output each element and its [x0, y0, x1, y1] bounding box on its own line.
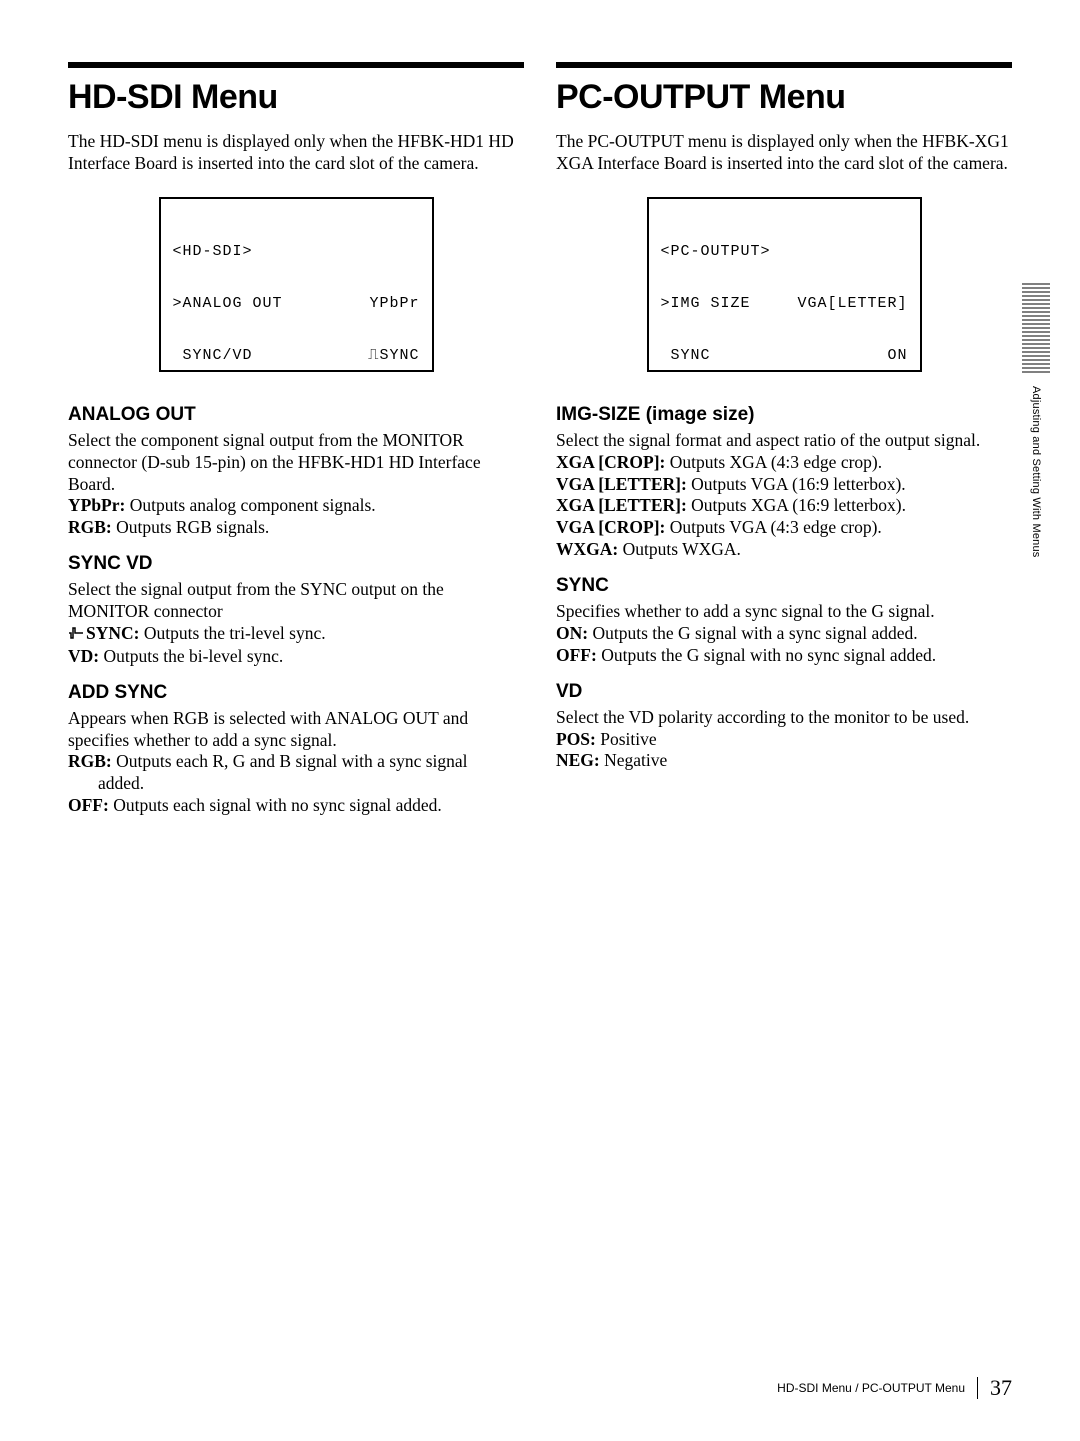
opt-text: Outputs RGB signals. [112, 517, 270, 537]
opt-label: YPbPr: [68, 495, 125, 515]
hd-sdi-title: HD-SDI Menu [68, 78, 524, 117]
pc-output-intro: The PC-OUTPUT menu is displayed only whe… [556, 131, 1012, 175]
lcd-header: <HD-SDI> [173, 243, 420, 260]
opt-label: WXGA: [556, 539, 618, 559]
opt-text-cont: added. [68, 773, 144, 793]
opt-label: XGA [LETTER]: [556, 495, 687, 515]
opt-text: Outputs analog component signals. [125, 495, 375, 515]
opt-label: SYNC: [86, 623, 139, 643]
lcd-header: <PC-OUTPUT> [661, 243, 908, 260]
tri-level-sync-icon [68, 624, 84, 646]
analog-out-body: Select the component signal output from … [68, 430, 524, 539]
opt-label: POS: [556, 729, 596, 749]
opt-text: Outputs VGA (16:9 letterbox). [687, 474, 906, 494]
opt-text: Positive [596, 729, 657, 749]
opt-text: Outputs XGA (4:3 edge crop). [665, 452, 882, 472]
param-lead: Select the VD polarity according to the … [556, 707, 969, 727]
opt-text: Outputs XGA (16:9 letterbox). [687, 495, 906, 515]
add-sync-heading: ADD SYNC [68, 682, 524, 704]
lcd-value: YPbPr [369, 295, 419, 312]
sync-vd-body: Select the signal output from the SYNC o… [68, 579, 524, 668]
opt-label: VGA [CROP]: [556, 517, 665, 537]
lcd-label: SYNC [661, 347, 711, 364]
sync-vd-heading: SYNC VD [68, 553, 524, 575]
pc-output-title: PC-OUTPUT Menu [556, 78, 1012, 117]
img-size-body: Select the signal format and aspect rati… [556, 430, 1012, 561]
opt-label: RGB: [68, 751, 112, 771]
opt-text: Outputs the bi-level sync. [99, 646, 283, 666]
footer-divider [977, 1377, 978, 1399]
opt-label: ON: [556, 623, 588, 643]
two-column-layout: HD-SDI Menu The HD-SDI menu is displayed… [68, 62, 1012, 817]
right-column: PC-OUTPUT Menu The PC-OUTPUT menu is dis… [556, 62, 1012, 817]
param-lead: Select the signal output from the SYNC o… [68, 579, 444, 621]
footer-title: HD-SDI Menu / PC-OUTPUT Menu [777, 1381, 965, 1395]
lcd-row: SYNC ON [661, 347, 908, 364]
sync-body: Specifies whether to add a sync signal t… [556, 601, 1012, 667]
tab-hatch-icon [1022, 280, 1050, 376]
img-size-heading: IMG-SIZE (image size) [556, 404, 1012, 426]
opt-label: RGB: [68, 517, 112, 537]
opt-text: Outputs each signal with no sync signal … [109, 795, 442, 815]
opt-text: Outputs the G signal with a sync signal … [588, 623, 918, 643]
lcd-value: ON [887, 347, 907, 364]
lcd-row: SYNC/VD ⎍SYNC [173, 347, 420, 364]
opt-text: Negative [600, 750, 668, 770]
vd-body: Select the VD polarity according to the … [556, 707, 1012, 773]
left-column: HD-SDI Menu The HD-SDI menu is displayed… [68, 62, 524, 817]
add-sync-body: Appears when RGB is selected with ANALOG… [68, 708, 524, 817]
chapter-tab-label: Adjusting and Setting With Menus [1030, 386, 1042, 558]
opt-label: VD: [68, 646, 99, 666]
lcd-label: >ANALOG OUT [173, 295, 283, 312]
lcd-row: >ANALOG OUT YPbPr [173, 295, 420, 312]
opt-label: OFF: [68, 795, 109, 815]
opt-label: XGA [CROP]: [556, 452, 665, 472]
opt-label: NEG: [556, 750, 600, 770]
lcd-value: ⎍SYNC [368, 347, 420, 364]
page-footer: HD-SDI Menu / PC-OUTPUT Menu 37 [777, 1375, 1012, 1401]
opt-text: Outputs the G signal with no sync signal… [597, 645, 936, 665]
param-lead: Specifies whether to add a sync signal t… [556, 601, 935, 621]
section-rule [68, 62, 524, 68]
chapter-tab: Adjusting and Setting With Menus [1016, 280, 1056, 558]
param-lead: Select the signal format and aspect rati… [556, 430, 980, 450]
analog-out-heading: ANALOG OUT [68, 404, 524, 426]
hd-sdi-intro: The HD-SDI menu is displayed only when t… [68, 131, 524, 175]
param-lead: Appears when RGB is selected with ANALOG… [68, 708, 468, 750]
lcd-label: SYNC/VD [173, 347, 253, 364]
vd-heading: VD [556, 681, 1012, 703]
lcd-value: VGA[LETTER] [797, 295, 907, 312]
hd-sdi-lcd: <HD-SDI> >ANALOG OUT YPbPr SYNC/VD ⎍SYNC [159, 197, 434, 372]
section-rule [556, 62, 1012, 68]
opt-text: Outputs WXGA. [618, 539, 741, 559]
page-number: 37 [990, 1375, 1012, 1401]
opt-text: Outputs VGA (4:3 edge crop). [665, 517, 881, 537]
opt-label: VGA [LETTER]: [556, 474, 687, 494]
sync-heading: SYNC [556, 575, 1012, 597]
opt-label: OFF: [556, 645, 597, 665]
lcd-label: >IMG SIZE [661, 295, 751, 312]
param-lead: Select the component signal output from … [68, 430, 481, 494]
lcd-row: >IMG SIZE VGA[LETTER] [661, 295, 908, 312]
opt-text: Outputs the tri-level sync. [139, 623, 325, 643]
opt-text: Outputs each R, G and B signal with a sy… [112, 751, 468, 771]
pc-output-lcd: <PC-OUTPUT> >IMG SIZE VGA[LETTER] SYNC O… [647, 197, 922, 372]
